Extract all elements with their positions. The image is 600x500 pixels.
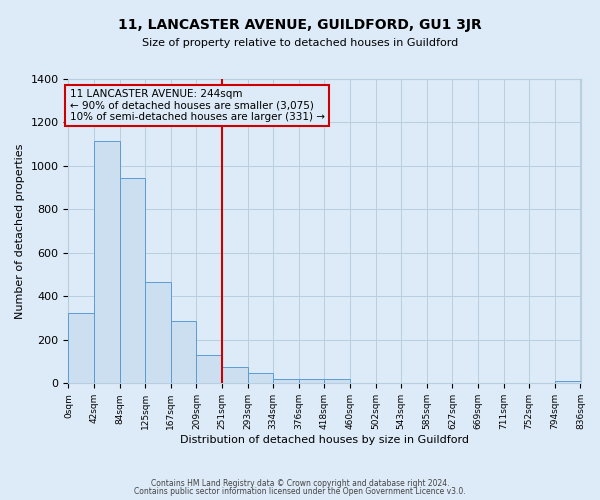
Bar [145, 282, 170, 384]
Bar [94, 141, 120, 384]
Y-axis label: Number of detached properties: Number of detached properties [15, 144, 25, 319]
Text: Contains public sector information licensed under the Open Government Licence v3: Contains public sector information licen… [134, 488, 466, 496]
Bar [120, 178, 145, 384]
Bar [248, 373, 273, 384]
Bar [68, 312, 94, 384]
Bar [170, 322, 196, 384]
Bar [555, 381, 581, 384]
Text: 11 LANCASTER AVENUE: 244sqm
← 90% of detached houses are smaller (3,075)
10% of : 11 LANCASTER AVENUE: 244sqm ← 90% of det… [70, 89, 325, 122]
Bar [299, 379, 325, 384]
Bar [196, 355, 222, 384]
Text: Contains HM Land Registry data © Crown copyright and database right 2024.: Contains HM Land Registry data © Crown c… [151, 478, 449, 488]
Text: Size of property relative to detached houses in Guildford: Size of property relative to detached ho… [142, 38, 458, 48]
Text: 11, LANCASTER AVENUE, GUILDFORD, GU1 3JR: 11, LANCASTER AVENUE, GUILDFORD, GU1 3JR [118, 18, 482, 32]
Bar [222, 368, 248, 384]
Bar [325, 379, 350, 384]
X-axis label: Distribution of detached houses by size in Guildford: Distribution of detached houses by size … [180, 435, 469, 445]
Bar [273, 379, 299, 384]
